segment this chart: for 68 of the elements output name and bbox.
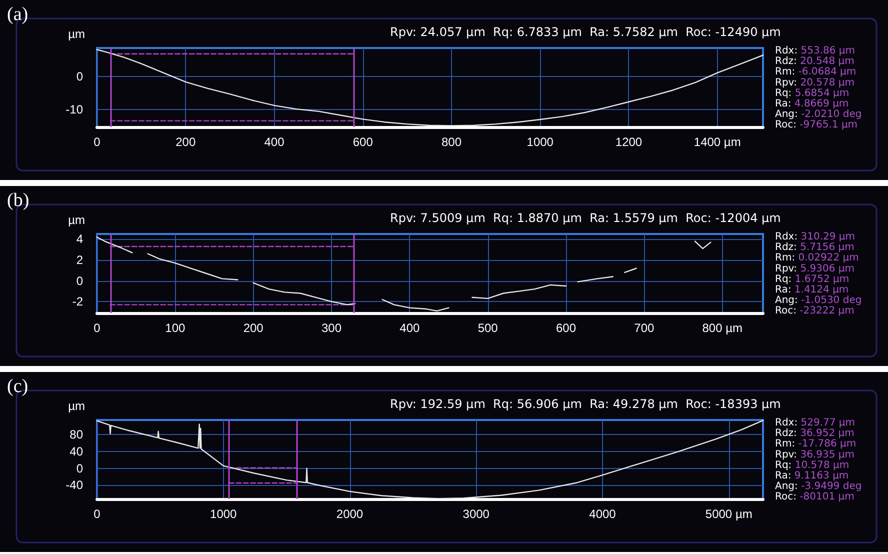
text: Roc: -80101 µm bbox=[775, 492, 854, 503]
x-tick-label: 600 bbox=[556, 321, 576, 335]
text: Rm: -6.0684 µm bbox=[775, 66, 856, 78]
y-tick-label: -40 bbox=[66, 478, 84, 492]
chart-title: (c) bbox=[7, 376, 28, 397]
text: Ang: -2.0210 deg bbox=[775, 109, 862, 120]
chart-subtitle: Rpv: 192.59 µm Rq: 56.906 µm Ra: 49.278 µm Roc: -18393 µm bbox=[390, 397, 781, 411]
x-tick-label: 3000 bbox=[462, 507, 490, 521]
text: Ra: 4.8669 µm bbox=[775, 98, 849, 110]
x-tick-label: 0 bbox=[94, 507, 101, 521]
chart-title: (a) bbox=[7, 4, 28, 25]
x-tick-label: 2000 bbox=[336, 507, 364, 521]
text: Rpv: 36.935 µm bbox=[775, 449, 854, 460]
y-tick-label: 4 bbox=[76, 232, 84, 246]
text: Rm: -17.786 µm bbox=[775, 438, 856, 450]
text: Ra: 9.1163 µm bbox=[775, 470, 849, 482]
text: Roc: -23222 µm bbox=[775, 306, 854, 317]
x-tick-label: 600 bbox=[352, 135, 374, 149]
x-tick-label: 4000 bbox=[589, 507, 616, 521]
x-tick-label: 1000 bbox=[210, 507, 238, 521]
x-tick-label: 500 bbox=[478, 321, 498, 335]
text: Rq: 10.578 µm bbox=[775, 460, 850, 471]
text: Rdx: 310.29 µm bbox=[775, 232, 856, 242]
y-tick-label: 0 bbox=[76, 70, 84, 84]
text: Rpv: 5.9306 µm bbox=[775, 263, 854, 274]
y-tick-label: -10 bbox=[66, 102, 84, 116]
x-tick-label: 400 bbox=[400, 321, 420, 335]
text: Roc: -9765.1 µm bbox=[775, 120, 858, 131]
y-axis-title: µm bbox=[68, 213, 85, 227]
text: Rm: 0.02922 µm bbox=[775, 252, 859, 264]
text: Rq: 1.6752 µm bbox=[775, 274, 850, 285]
x-tick-label: 1000 bbox=[526, 135, 554, 149]
x-tick-label: 100 bbox=[165, 321, 186, 335]
text: Ang: -3.9499 deg bbox=[775, 481, 862, 492]
chart-title: (b) bbox=[7, 190, 30, 211]
x-tick-label: 800 bbox=[441, 135, 462, 149]
x-tick-label: 800 µm bbox=[702, 321, 742, 335]
text: Rdx: 553.86 µm bbox=[775, 46, 856, 56]
x-tick-label: 0 bbox=[94, 321, 101, 335]
x-tick-label: 400 bbox=[264, 135, 285, 149]
x-tick-label: 0 bbox=[94, 135, 101, 149]
line-series bbox=[96, 49, 764, 126]
text: Rdz: 20.548 µm bbox=[775, 56, 854, 68]
text: Rdz: 5.7156 µm bbox=[775, 242, 854, 254]
text: Rdz: 36.952 µm bbox=[775, 428, 854, 440]
x-tick-label: 200 bbox=[243, 321, 264, 335]
y-tick-label: 0 bbox=[76, 274, 84, 288]
x-tick-label: 700 bbox=[634, 321, 655, 335]
x-tick-label: 1400 µm bbox=[694, 135, 741, 149]
text: Rpv: 20.578 µm bbox=[775, 77, 854, 88]
y-tick-label: 40 bbox=[70, 444, 84, 459]
y-tick-label: 0 bbox=[76, 461, 84, 476]
chart-subtitle: Rpv: 7.5009 µm Rq: 1.8870 µm Ra: 1.5579 µm Roc: -12004 µm bbox=[390, 211, 781, 225]
text: Rdx: 529.77 µm bbox=[775, 418, 856, 428]
text: Rq: 5.6854 µm bbox=[775, 88, 850, 99]
y-axis-title: µm bbox=[68, 399, 85, 413]
y-axis-title: µm bbox=[68, 27, 85, 41]
y-tick-label: -2 bbox=[72, 294, 84, 309]
chart-subtitle: Rpv: 24.057 µm Rq: 6.7833 µm Ra: 5.7582 µm Roc: -12490 µm bbox=[390, 25, 781, 39]
text: Ra: 1.4124 µm bbox=[775, 284, 849, 296]
line-series bbox=[96, 420, 764, 500]
x-tick-label: 200 bbox=[176, 135, 196, 149]
y-tick-label: 2 bbox=[76, 252, 84, 267]
x-tick-label: 300 bbox=[321, 321, 342, 335]
x-tick-label: 5000 µm bbox=[705, 507, 752, 521]
x-tick-label: 1200 bbox=[615, 135, 642, 149]
text: Ang: -1.0530 deg bbox=[775, 295, 862, 306]
y-tick-label: 80 bbox=[70, 428, 84, 442]
